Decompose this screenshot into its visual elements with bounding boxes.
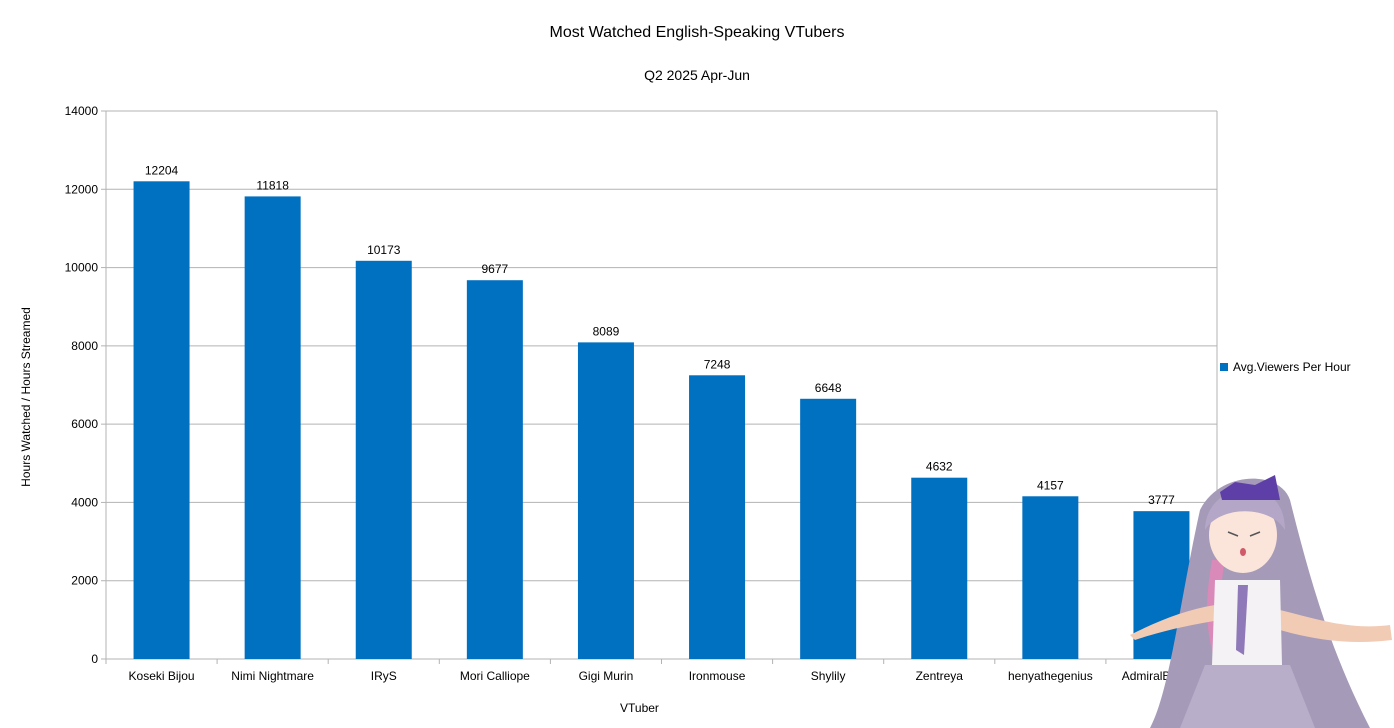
bar — [244, 196, 301, 659]
y-tick-label: 6000 — [71, 417, 98, 431]
y-tick-label: 12000 — [65, 182, 99, 196]
x-tick-label: IRyS — [371, 669, 397, 683]
data-label: 8089 — [593, 324, 620, 338]
x-tick-label: Mori Calliope — [460, 669, 530, 683]
x-tick-label: Nimi Nightmare — [231, 669, 314, 683]
x-tick-label: Koseki Bijou — [129, 669, 195, 683]
data-label: 6648 — [815, 381, 842, 395]
y-tick-label: 4000 — [71, 495, 98, 509]
x-tick-label: Shylily — [811, 669, 846, 683]
data-label: 11818 — [256, 178, 289, 192]
bar — [689, 375, 746, 659]
x-axis-label: VTuber — [620, 701, 659, 715]
x-tick-label: henyathegenius — [1008, 669, 1093, 683]
y-tick-label: 2000 — [71, 574, 98, 588]
y-tick-label: 0 — [91, 652, 98, 666]
x-tick-label: Zentreya — [916, 669, 964, 683]
y-tick-label: 8000 — [71, 339, 98, 353]
legend: Avg.Viewers Per Hour — [1220, 360, 1351, 374]
data-label: 7248 — [704, 357, 731, 371]
data-label: 10173 — [367, 243, 401, 257]
bar — [577, 342, 634, 659]
data-label: 12204 — [145, 163, 179, 177]
legend-label: Avg.Viewers Per Hour — [1233, 360, 1351, 374]
bar — [1133, 511, 1190, 659]
x-tick-label: Ironmouse — [689, 669, 746, 683]
chart-title: Most Watched English-Speaking VTubers — [549, 24, 845, 41]
x-tick-label: Gigi Murin — [579, 669, 634, 683]
chart-subtitle: Q2 2025 Apr-Jun — [644, 67, 750, 83]
data-label: 3777 — [1148, 493, 1175, 507]
bar — [1022, 496, 1079, 659]
data-label: 4157 — [1037, 478, 1064, 492]
legend-swatch — [1220, 363, 1228, 371]
bar — [355, 260, 412, 659]
bar — [133, 181, 190, 659]
bar — [911, 477, 968, 659]
data-label: 4632 — [926, 460, 953, 474]
bar — [466, 280, 523, 659]
y-tick-label: 10000 — [65, 261, 99, 275]
x-tick-label: AdmiralBahroo — [1122, 669, 1202, 683]
data-label: 9677 — [481, 262, 508, 276]
bar — [800, 398, 857, 659]
y-tick-label: 14000 — [65, 104, 99, 118]
